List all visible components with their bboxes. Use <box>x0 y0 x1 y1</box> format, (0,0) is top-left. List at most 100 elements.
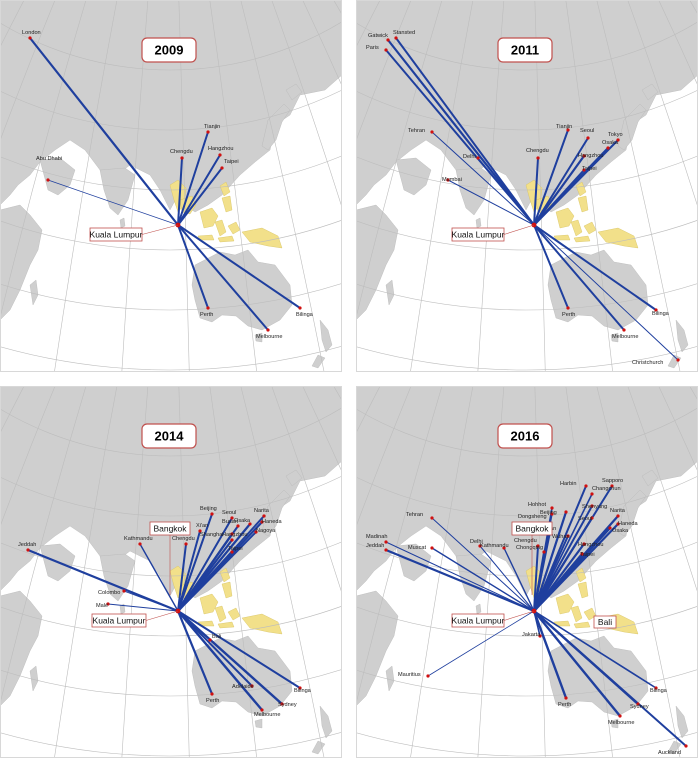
route-to-hangzhou <box>176 538 234 613</box>
route-to-shenyang <box>533 505 593 612</box>
city-label: Bilinga <box>294 688 312 694</box>
city-dot <box>590 516 594 520</box>
route-to-perth <box>532 609 568 700</box>
route-to-bilinga <box>533 610 657 689</box>
city-label: Wuhan <box>552 534 570 540</box>
city-dot <box>210 692 214 696</box>
city-dot <box>206 130 210 134</box>
city-label: Tokyo <box>608 132 623 138</box>
route-to-xi-an <box>177 530 201 612</box>
city-markers <box>28 36 302 332</box>
route-to-tianjin <box>533 129 569 226</box>
city-dot <box>582 168 586 172</box>
hub-label-box <box>451 613 505 628</box>
map-panel-2011: Gatwick Stansted Paris Tehran Delhi Mumbai Che… <box>356 0 698 372</box>
city-dot <box>606 146 610 150</box>
city-label: Bali <box>212 634 221 640</box>
hub-label: Kuala Lumpur <box>90 230 143 240</box>
route-to-christchurch <box>533 224 679 361</box>
route-to-gatwick <box>386 38 536 227</box>
city-label: Jakarta <box>522 632 541 638</box>
city-dot <box>266 328 270 332</box>
route-to-melbourne <box>176 609 264 712</box>
route-to-melbourne <box>533 224 625 331</box>
route-lines <box>28 36 301 331</box>
city-dot <box>610 484 614 488</box>
city-dot <box>26 548 30 552</box>
city-dot <box>236 524 240 528</box>
route-to-kathmandu <box>503 547 535 612</box>
landmass <box>0 0 342 369</box>
city-labels: Jeddah Kathmandu Colombo Malé Chengdu Beijing… <box>18 506 312 718</box>
route-to-taipei <box>177 167 223 226</box>
route-to-kathmandu <box>139 543 179 612</box>
city-dot <box>250 684 254 688</box>
city-label: Melbourne <box>256 334 282 340</box>
city-label: Kathmandu <box>124 536 153 542</box>
city-dot <box>28 36 32 40</box>
city-label: Melbourne <box>254 712 280 718</box>
city-dot <box>230 538 234 542</box>
city-labels: London Abu Dhabi Chengdu Tianjin Hangzhou Tai… <box>22 30 314 340</box>
city-dot <box>502 546 506 550</box>
city-dot <box>590 492 594 496</box>
city-label: Dongsheng <box>518 514 547 520</box>
route-to-melbourne <box>177 224 269 331</box>
city-label: Xi'an <box>196 523 208 529</box>
city-label: Paris <box>366 45 379 51</box>
city-label: Changchun <box>592 486 621 492</box>
city-dot <box>542 550 546 554</box>
route-to-mauritius <box>427 610 535 677</box>
route-to-taipei <box>176 550 234 613</box>
city-label: Kathmandu <box>480 543 509 549</box>
route-to-perth <box>176 609 214 696</box>
route-to-tianjin <box>177 131 209 226</box>
city-label: Bilinga <box>296 312 314 318</box>
route-to-hangzhou <box>532 154 586 227</box>
city-label: Perth <box>200 312 213 318</box>
city-dot <box>616 514 620 518</box>
map-panel-2009: London Abu Dhabi Chengdu Tianjin Hangzhou Tai… <box>0 0 342 372</box>
city-label: Osaka <box>234 518 251 524</box>
hub2-label-box <box>511 521 553 536</box>
city-label: Haneda <box>262 519 282 525</box>
hub2-label: Bangkok <box>515 524 549 534</box>
city-label: Mauritius <box>398 672 421 678</box>
city-dot <box>138 542 142 546</box>
city-label: Gatwick <box>368 33 388 39</box>
city-dot <box>550 512 554 516</box>
hub3-label: Bali <box>598 617 612 627</box>
route-to-mumbai <box>447 179 535 226</box>
city-dot <box>298 306 302 310</box>
city-label: Haneda <box>618 521 638 527</box>
city-dot <box>184 542 188 546</box>
city-label: Narita <box>610 508 626 514</box>
route-to-taipei <box>533 169 585 226</box>
panel-frame <box>356 386 698 758</box>
year-label: 2014 <box>155 429 185 444</box>
city-dot <box>566 534 570 538</box>
city-label: Taipei <box>224 159 239 165</box>
year-box <box>141 423 197 449</box>
city-label: Sapporo <box>602 478 623 484</box>
city-dot <box>654 686 658 690</box>
route-to-abu-dhabi <box>47 179 179 226</box>
city-dot <box>566 128 570 132</box>
route-to-bilinga <box>177 610 301 689</box>
city-dot <box>676 358 680 362</box>
hub-label: Kuala Lumpur <box>452 616 505 626</box>
city-dot <box>218 153 222 157</box>
route-to-colombo <box>123 590 179 612</box>
route-to-taipei <box>532 552 584 613</box>
city-label: Tianjin <box>556 124 572 130</box>
year-box <box>497 37 553 63</box>
city-label: Shanghai <box>200 532 224 538</box>
hub-label-box <box>89 227 143 242</box>
city-dot <box>394 36 398 40</box>
city-dot <box>684 744 688 748</box>
city-label: Tehran <box>406 512 423 518</box>
